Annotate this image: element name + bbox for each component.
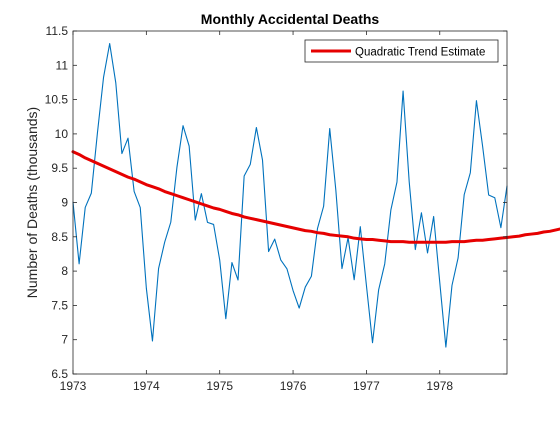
y-tick-label: 9 xyxy=(61,196,68,210)
legend-label-quadratic-trend: Quadratic Trend Estimate xyxy=(355,47,485,59)
y-tick-label: 10.5 xyxy=(45,93,69,107)
y-tick-label: 6.5 xyxy=(51,367,68,381)
chart-title: Monthly Accidental Deaths xyxy=(201,11,380,27)
x-tick-label: 1976 xyxy=(280,379,307,393)
x-tick-label: 1977 xyxy=(353,379,380,393)
x-tick-label: 1975 xyxy=(206,379,233,393)
y-tick-label: 11 xyxy=(56,58,69,72)
y-axis-label: Number of Deaths (thousands) xyxy=(24,107,40,298)
y-tick-label: 7 xyxy=(61,333,68,347)
y-axis-ticks: 6.5 7 7.5 8 8.5 9 9.5 10 10.5 11 11.5 xyxy=(45,24,507,381)
legend-box xyxy=(304,39,499,63)
series-line-quadratic-trend xyxy=(71,150,560,244)
y-tick-label: 10 xyxy=(55,127,69,141)
legend: Quadratic Trend Estimate xyxy=(304,39,499,63)
x-tick-label: 1978 xyxy=(426,379,453,393)
y-tick-label: 9.5 xyxy=(51,161,68,175)
y-tick-label: 8 xyxy=(61,264,68,278)
x-axis-ticks: 1973 1974 1975 1976 1977 1978 xyxy=(60,31,453,393)
series-line-monthly-deaths xyxy=(72,42,508,348)
y-tick-label: 8.5 xyxy=(51,230,68,244)
series-layer xyxy=(71,42,560,348)
x-tick-label: 1974 xyxy=(133,379,160,393)
x-tick-label: 1973 xyxy=(60,379,87,393)
y-tick-label: 7.5 xyxy=(51,298,68,312)
y-tick-label: 11.5 xyxy=(46,24,69,38)
plot-area xyxy=(73,31,507,374)
